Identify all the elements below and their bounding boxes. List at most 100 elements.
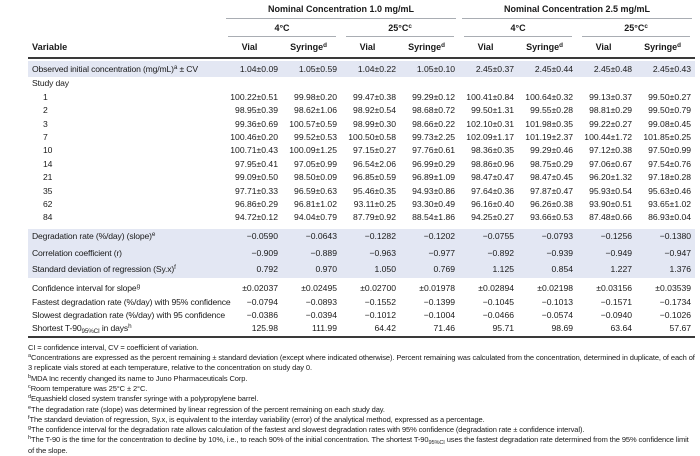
table-cell: −0.949 xyxy=(577,245,637,262)
col-header-vial: Vial xyxy=(577,37,637,59)
footnote: hThe T-90 is the time for the concentrat… xyxy=(28,435,695,456)
table-cell: 102.10±0.31 xyxy=(466,118,515,129)
row-label: 7 xyxy=(28,131,223,144)
table-cell: 101.85±0.25 xyxy=(643,132,692,143)
table-cell: 125.98 xyxy=(223,322,282,338)
table-row: 1 100.22±0.51 99.98±0.20 99.47±0.38 99.29±0… xyxy=(28,91,695,104)
table-row: 62 96.86±0.29 96.81±1.02 93.11±0.25 93.30±0… xyxy=(28,198,695,211)
row-label: 3 xyxy=(28,118,223,131)
group-label: Nominal Concentration 1.0 mg/mL xyxy=(268,4,415,14)
table-cell: 2.45±0.43 xyxy=(636,59,696,78)
table-cell: 98.86±0.96 xyxy=(471,158,515,169)
table-row: 21 99.09±0.50 98.50±0.09 96.85±0.59 96.89±1… xyxy=(28,171,695,184)
footnote-marker: h xyxy=(28,435,32,442)
variable-header: Variable xyxy=(28,37,223,59)
row-label-text: 7 xyxy=(43,132,48,143)
table-cell: −0.0793 xyxy=(518,224,578,246)
table-cell: 100.71±0.43 xyxy=(230,145,278,156)
table-cell: ±0.02037 xyxy=(223,278,282,295)
table-cell: 94.72±0.12 xyxy=(235,212,278,223)
row-label-text: in days xyxy=(99,323,129,334)
table-cell: −0.1399 xyxy=(423,296,456,307)
table-cell: 99.29±0.12 xyxy=(412,91,456,102)
footnote-marker: b xyxy=(28,373,32,380)
table-row: 14 97.95±0.41 97.05±0.99 96.54±2.06 96.99±0… xyxy=(28,158,695,171)
table-cell: 98.50±0.09 xyxy=(294,172,337,183)
group-header-1: Nominal Concentration 1.0 mg/mL xyxy=(223,2,459,19)
footnote: cRoom temperature was 25°C ± 2°C. xyxy=(28,384,695,394)
row-label: 1 xyxy=(28,91,223,104)
table-cell: 98.99±0.30 xyxy=(353,118,396,129)
footnote: gThe confidence interval for the degrada… xyxy=(28,425,695,435)
footnote: CI = confidence interval, CV = coefficie… xyxy=(28,343,695,353)
table-row: 10 100.71±0.43 100.09±1.25 97.15±0.27 97.76… xyxy=(28,144,695,157)
table-cell: −0.1282 xyxy=(341,224,400,246)
table-cell: 97.18±0.28 xyxy=(648,172,692,183)
table-cell: 0.970 xyxy=(282,261,341,279)
footnote-text: 95%CI xyxy=(428,440,445,447)
temp-header-4c-1: 4°C xyxy=(223,19,341,37)
table-cell: 93.11±0.25 xyxy=(353,199,396,210)
row-label-text: ± CV xyxy=(177,63,198,74)
table-cell: 101.19±2.37 xyxy=(525,132,574,143)
footnote: aConcentrations are expressed as the per… xyxy=(28,353,695,374)
table-cell: −0.1552 xyxy=(364,296,396,307)
row-label: Standard deviation of regression (Sy.x)f xyxy=(28,261,223,279)
row-label-text: 1 xyxy=(43,91,48,102)
table-cell: 1.05±0.59 xyxy=(282,59,341,78)
table-cell: 111.99 xyxy=(282,322,341,338)
row-label-text: a xyxy=(173,63,178,71)
table-row: Study day xyxy=(28,77,695,90)
col-header-syringe: Syringed xyxy=(282,37,341,59)
row-label-text: 62 xyxy=(43,199,53,210)
table-cell: 93.66±0.53 xyxy=(530,212,574,223)
table-cell: 96.86±0.29 xyxy=(235,199,278,210)
table-cell: −0.977 xyxy=(400,245,460,262)
table-cell: 0.769 xyxy=(400,261,460,279)
row-label: Confidence interval for slopeg xyxy=(28,278,223,295)
table-cell: 98.95±0.39 xyxy=(235,105,278,116)
table-cell: 99.09±0.50 xyxy=(235,172,278,183)
table-cell: 97.95±0.41 xyxy=(235,158,278,169)
table-cell: 2.45±0.48 xyxy=(577,59,637,78)
row-label: Slowest degradation rate (%/day) with 95… xyxy=(28,309,225,322)
table-cell: 88.54±1.86 xyxy=(412,212,456,223)
footnote-text: The standard deviation of regression, Sy… xyxy=(29,414,485,424)
row-label: Study day xyxy=(28,77,223,90)
footnote-marker: c xyxy=(28,383,31,390)
table-cell: 57.67 xyxy=(636,322,696,338)
table-cell: 98.75±0.29 xyxy=(530,158,574,169)
table-cell: −0.1202 xyxy=(400,224,460,246)
table-cell: −0.1045 xyxy=(482,296,515,307)
table-cell: 99.08±0.45 xyxy=(648,118,692,129)
table-cell: 100.22±0.51 xyxy=(230,91,278,102)
table-cell: 93.65±1.02 xyxy=(648,199,692,210)
table-cell: 98.47±0.47 xyxy=(471,172,515,183)
footnote-text: The degradation rate (slope) was determi… xyxy=(31,404,385,414)
table-cell: 100.41±0.84 xyxy=(466,91,515,102)
empty-cell xyxy=(223,77,695,90)
row-label: Degradation rate (%/day) (slope)e xyxy=(28,224,223,246)
row-label: 14 xyxy=(28,158,223,171)
table-cell: 98.62±1.06 xyxy=(294,105,337,116)
footnote-marker: d xyxy=(28,394,32,401)
col-header-syringe: Syringed xyxy=(636,37,696,59)
header-spacer xyxy=(28,19,223,37)
table-cell: 95.93±0.54 xyxy=(589,185,633,196)
row-label: 2 xyxy=(28,104,223,117)
table-cell: 2.45±0.37 xyxy=(459,59,519,78)
table-cell: ±0.02495 xyxy=(282,278,341,295)
table-cell: 96.89±1.09 xyxy=(412,172,456,183)
table-cell: −0.889 xyxy=(282,245,341,262)
table-cell: 87.79±0.92 xyxy=(353,212,396,223)
table-cell: 95.63±0.46 xyxy=(648,185,692,196)
row-label-text: 14 xyxy=(43,158,53,169)
table-cell: ±0.02198 xyxy=(518,278,578,295)
table-cell: −0.1013 xyxy=(541,296,574,307)
table-cell: 98.66±0.22 xyxy=(412,118,456,129)
temp-header-row: 4°C 25°Cc 4°C 25°Cc xyxy=(28,19,695,37)
row-label-text: 2 xyxy=(43,105,48,116)
row-label-text: Observed initial concentration (mg/mL) xyxy=(32,63,174,74)
table-cell: 63.64 xyxy=(577,322,637,338)
table-cell: 96.54±2.06 xyxy=(353,158,396,169)
